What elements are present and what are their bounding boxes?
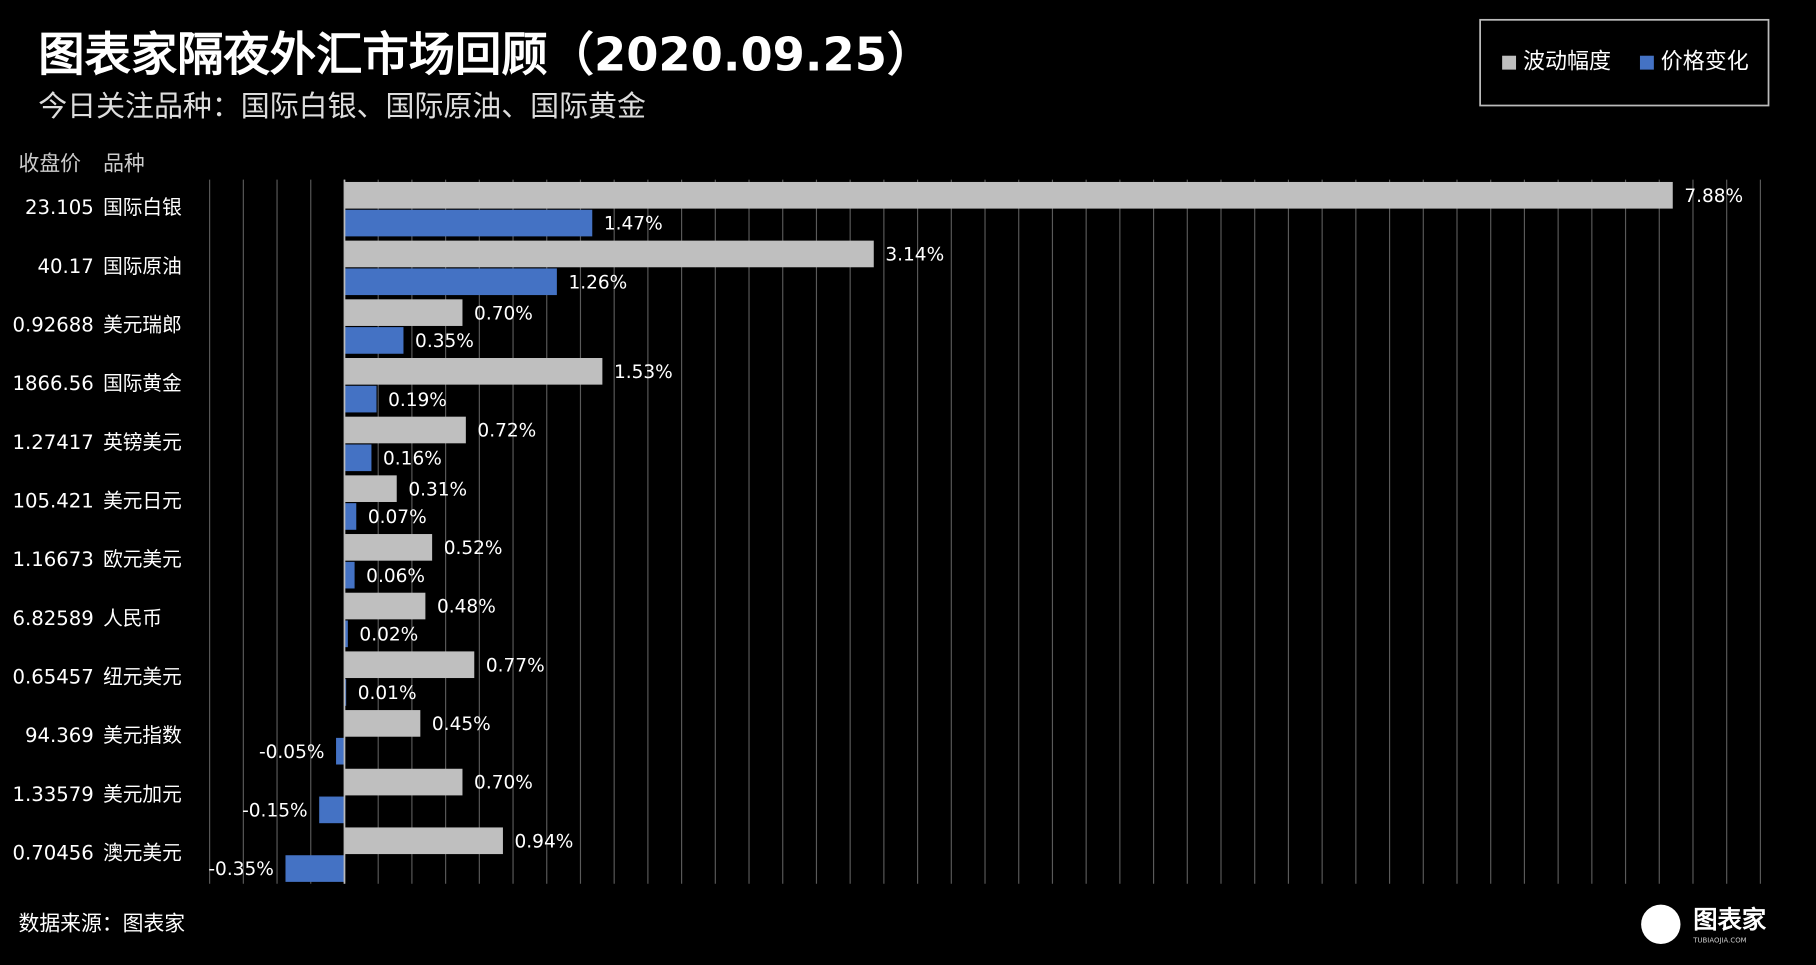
data-label: 0.02% <box>359 624 418 645</box>
bar <box>344 240 874 268</box>
bar <box>344 268 557 296</box>
bar <box>344 416 466 444</box>
close-price: 0.92688 <box>12 313 93 336</box>
data-label: 0.45% <box>432 714 491 735</box>
bar <box>344 181 1673 209</box>
data-label: 0.48% <box>437 597 496 618</box>
data-label: 0.07% <box>368 507 427 528</box>
column-header: 收盘价 <box>19 152 82 176</box>
data-label: 0.70% <box>474 773 533 794</box>
bar <box>344 503 357 530</box>
bar <box>344 209 593 237</box>
close-price: 94.369 <box>25 724 94 747</box>
data-label: -0.05% <box>259 742 325 763</box>
close-price: 1.16673 <box>12 548 93 571</box>
y-tick-label: 美元日元 <box>103 489 182 512</box>
bar <box>344 827 503 855</box>
data-label: 0.19% <box>388 390 447 411</box>
bar <box>344 357 603 385</box>
bar <box>344 327 404 354</box>
y-tick-label: 英镑美元 <box>103 431 182 454</box>
y-tick-label: 国际白银 <box>103 196 182 219</box>
y-tick-label: 澳元美元 <box>103 842 182 865</box>
legend-label: 价格变化 <box>1661 50 1749 75</box>
bar <box>344 592 426 620</box>
y-tick-label: 欧元美元 <box>103 548 182 571</box>
close-price: 40.17 <box>37 255 93 278</box>
data-label: 1.47% <box>604 214 663 235</box>
data-label: 0.94% <box>515 831 574 852</box>
logo: 图表家 <box>1693 905 1767 934</box>
data-label: 0.52% <box>444 538 503 559</box>
y-tick-label: 纽元美元 <box>103 666 182 689</box>
y-tick-label: 国际黄金 <box>103 372 182 395</box>
legend-swatch <box>1502 55 1517 70</box>
data-label: 1.26% <box>568 272 627 293</box>
legend-label: 波动幅度 <box>1523 50 1611 75</box>
y-tick-label: 美元指数 <box>103 724 182 747</box>
close-price: 23.105 <box>25 196 94 219</box>
close-price: 6.82589 <box>12 607 93 630</box>
bar <box>344 299 463 326</box>
bar <box>344 651 475 679</box>
bar <box>344 534 433 561</box>
y-tick-label: 国际原油 <box>103 255 182 278</box>
data-label: 1.53% <box>614 362 673 383</box>
data-label: 7.88% <box>1684 186 1743 207</box>
bar <box>344 475 397 502</box>
legend-box <box>1479 18 1770 107</box>
data-label: -0.15% <box>242 801 308 822</box>
close-price: 0.65457 <box>12 666 93 689</box>
close-price: 0.70456 <box>12 842 93 865</box>
data-label: -0.35% <box>208 859 274 880</box>
column-header: 品种 <box>103 152 145 176</box>
data-label: 0.70% <box>474 303 533 324</box>
close-price: 1.33579 <box>12 783 93 806</box>
bar <box>285 855 345 882</box>
bar <box>344 768 463 796</box>
data-label: 0.06% <box>366 566 425 587</box>
data-label: 0.31% <box>408 479 467 500</box>
y-tick-label: 美元瑞郎 <box>103 313 182 336</box>
y-tick-label: 人民币 <box>103 607 162 630</box>
data-label: 3.14% <box>885 245 944 266</box>
logo-icon <box>1641 904 1681 945</box>
bar <box>344 710 421 737</box>
legend-swatch <box>1639 55 1654 70</box>
data-label: 0.72% <box>477 421 536 442</box>
bar <box>344 444 372 472</box>
logo-sub: TUBIAOJIA.COM <box>1692 937 1746 945</box>
close-price: 1.27417 <box>12 431 93 454</box>
source: 数据来源：图表家 <box>19 911 186 935</box>
data-label: 0.01% <box>358 683 417 704</box>
data-label: 0.16% <box>383 448 442 469</box>
bar <box>336 737 345 765</box>
y-tick-label: 美元加元 <box>103 783 182 806</box>
data-label: 0.35% <box>415 331 474 352</box>
chart-subtitle: 今日关注品种：国际白银、国际原油、国际黄金 <box>38 89 646 123</box>
close-price: 1866.56 <box>12 372 93 395</box>
bar <box>344 561 355 589</box>
data-label: 0.77% <box>486 655 545 676</box>
close-price: 105.421 <box>12 489 93 512</box>
chart-title: 图表家隔夜外汇市场回顾（2020.09.25） <box>38 28 933 82</box>
bar <box>344 385 377 413</box>
bar <box>344 620 348 648</box>
bar <box>319 796 345 824</box>
